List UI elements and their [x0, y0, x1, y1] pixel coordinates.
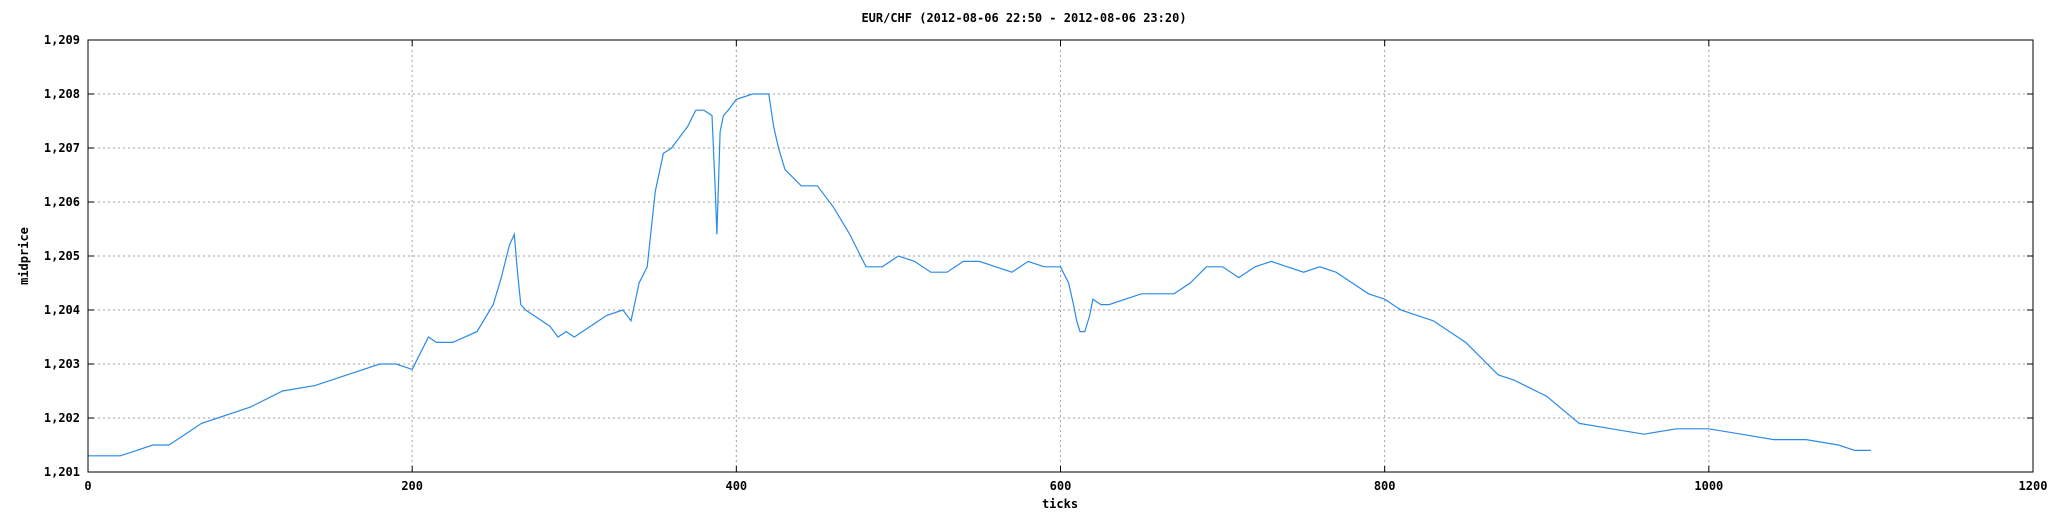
y-tick-labels: 1,201 1,202 1,203 1,204 1,205 1,206 1,207 1,208…	[44, 33, 80, 479]
y-tick-label: 1,207	[44, 141, 80, 155]
x-axis-label: ticks	[1042, 497, 1078, 511]
grid-lines	[88, 40, 2033, 472]
x-tick-label: 600	[1050, 479, 1072, 493]
series-layer	[88, 93, 1871, 457]
chart-title: EUR/CHF (2012-08-06 22:50 - 2012-08-06 2…	[861, 11, 1186, 25]
tick-marks	[87, 39, 2034, 473]
x-tick-label: 1200	[2019, 479, 2048, 493]
y-tick-label: 1,202	[44, 411, 80, 425]
x-tick-label: 800	[1374, 479, 1396, 493]
x-tick-label: 0	[84, 479, 91, 493]
x-tick-labels: 0 200 400 600 800 1000 1200	[84, 479, 2047, 493]
series-line	[88, 93, 1871, 457]
x-tick-label: 400	[725, 479, 747, 493]
y-tick-label: 1,206	[44, 195, 80, 209]
y-tick-label: 1,204	[44, 303, 80, 317]
y-tick-label: 1,201	[44, 465, 80, 479]
y-axis-label: midprice	[17, 227, 31, 285]
y-tick-label: 1,208	[44, 87, 80, 101]
y-tick-label: 1,205	[44, 249, 80, 263]
x-tick-label: 1000	[1694, 479, 1723, 493]
y-tick-label: 1,209	[44, 33, 80, 47]
x-tick-label: 200	[401, 479, 423, 493]
y-tick-label: 1,203	[44, 357, 80, 371]
